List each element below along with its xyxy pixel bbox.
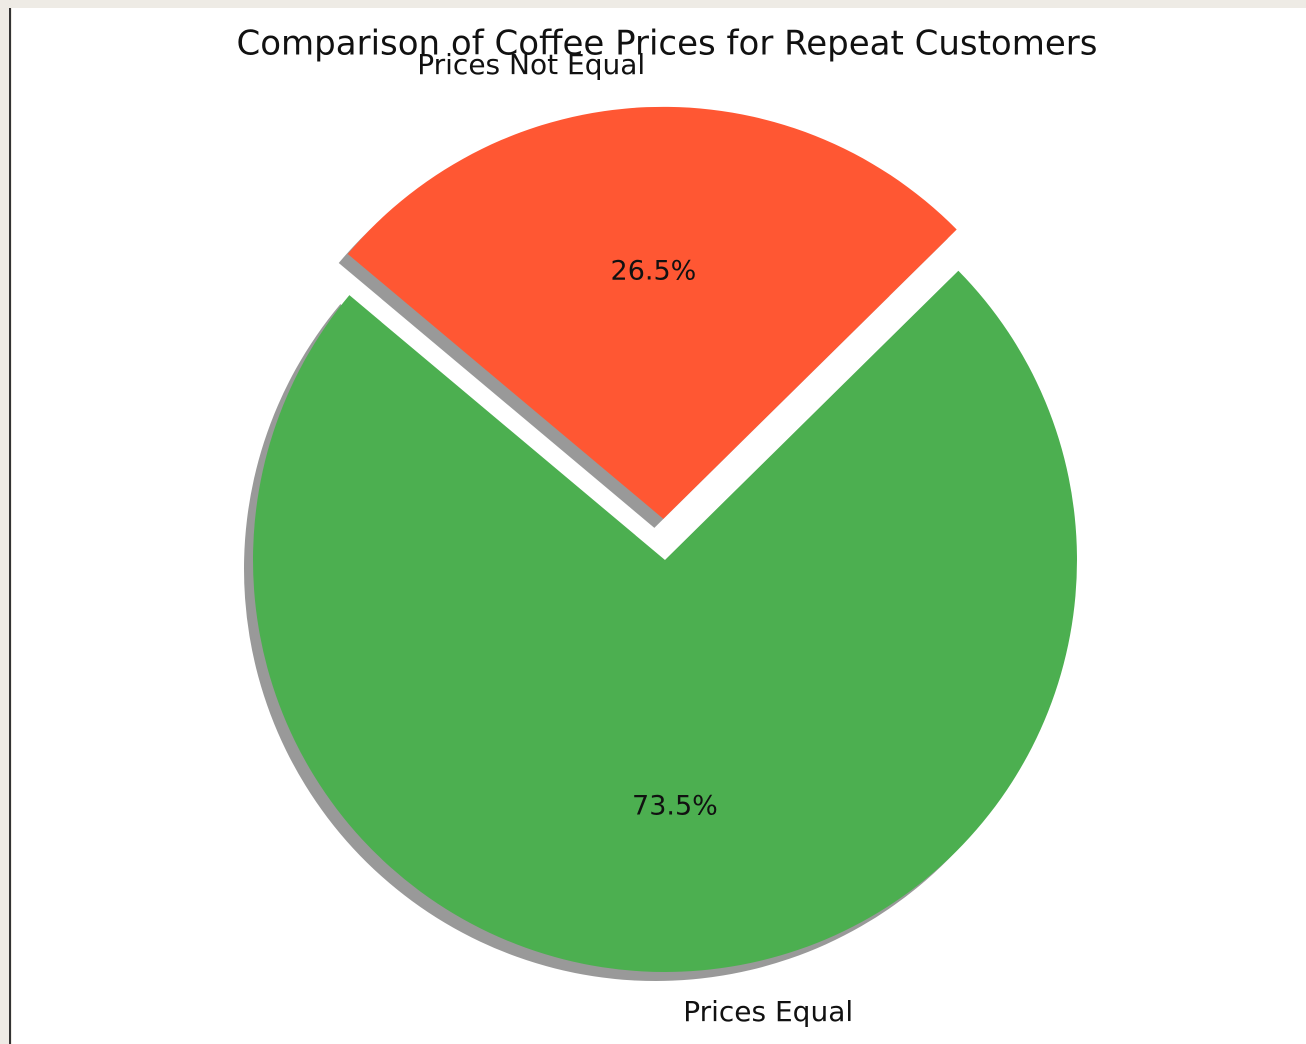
chart-title: Comparison of Coffee Prices for Repeat C… bbox=[237, 24, 1098, 64]
slice bbox=[347, 106, 957, 519]
slice-label: Prices Equal bbox=[683, 995, 853, 1028]
value-label: 26.5% bbox=[611, 255, 697, 286]
slice-label: Prices Not Equal bbox=[417, 48, 645, 81]
value-label: 73.5% bbox=[632, 791, 718, 822]
slice bbox=[253, 270, 1078, 972]
slices bbox=[253, 106, 1078, 972]
